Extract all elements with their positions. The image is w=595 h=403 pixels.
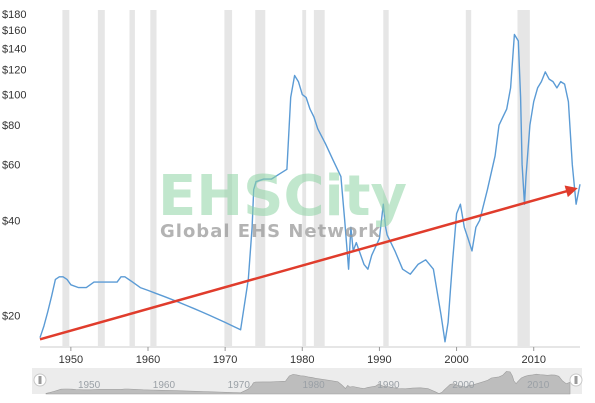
y-tick-label: $140 [2,43,26,55]
navigator-label: 2010 [527,380,550,391]
navigator-series-area [45,371,571,395]
y-tick-label: $120 [2,65,26,77]
x-tick-label: 2010 [521,354,545,366]
trend-arrow-head-icon [564,185,578,198]
recession-band [302,10,307,346]
navigator-area [45,371,571,395]
x-tick-label: 1960 [136,354,160,366]
left-handle-grip-icon [38,376,42,384]
x-tick-label: 1980 [290,354,314,366]
x-tick-label: 1990 [367,354,391,366]
y-tick-label: $80 [2,120,20,132]
recession-band [383,10,389,346]
y-tick-label: $160 [2,25,26,37]
navigator-label: 1950 [78,380,101,391]
series-group [39,33,581,343]
x-axis: 1950 1960 1970 1980 1990 2000 2010 [40,346,580,366]
y-tick-label: $60 [2,160,20,172]
y-tick-label: $40 [2,215,20,227]
navigator-label: 1970 [228,380,251,391]
x-tick-label: 2000 [444,354,468,366]
y-axis: $180 $160 $140 $120 $100 $80 $60 $40 $20 [2,9,26,322]
recession-band [150,10,157,346]
navigator-label: 1960 [153,380,176,391]
y-tick-label: $20 [2,310,20,322]
recession-band [224,10,233,346]
recession-band [313,10,325,346]
trend-line [39,188,573,341]
watermark: EHSCity Global EHS Network [158,164,407,242]
watermark-sub: Global EHS Network [160,221,381,242]
navigator-labels: 1950 1960 1970 1980 1990 2000 2010 [78,380,550,391]
x-tick-label: 1970 [213,354,237,366]
x-tick-label: 1950 [59,354,83,366]
right-handle-grip-icon [574,376,578,384]
recession-bands [62,10,530,346]
recession-band [255,10,266,346]
recession-band [97,10,105,346]
navigator-label: 1980 [303,380,326,391]
y-tick-label: $180 [2,9,26,21]
range-navigator[interactable]: 1950 1960 1970 1980 1990 2000 2010 [32,368,583,395]
trend-group [39,185,578,341]
navigator-label: 2000 [452,380,475,391]
recession-band [62,10,70,346]
navigator-label: 1990 [377,380,400,391]
watermark-main: EHSCity [158,164,407,229]
recession-band [465,10,472,346]
price-series-line [39,33,581,343]
recession-band [129,10,135,346]
y-tick-label: $100 [2,90,26,102]
